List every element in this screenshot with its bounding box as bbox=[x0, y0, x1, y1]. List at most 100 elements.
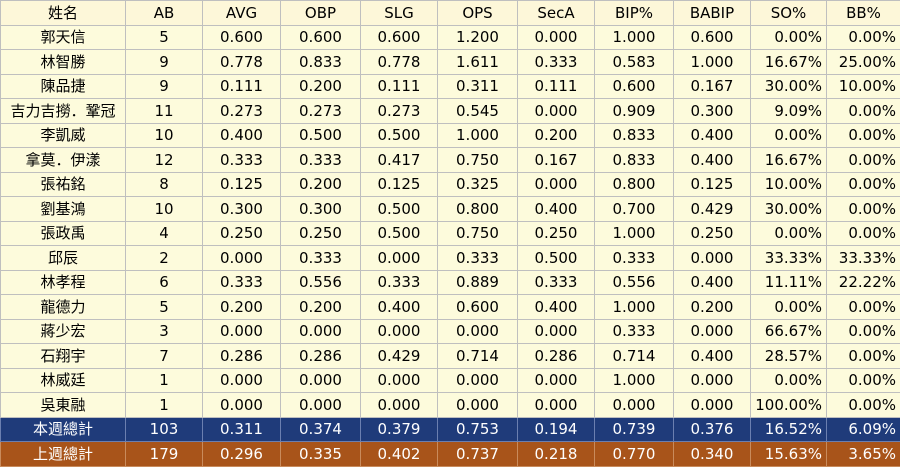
column-header-slg: SLG bbox=[361, 1, 438, 26]
cell-babip: 0.125 bbox=[674, 172, 751, 197]
cell-babip: 0.000 bbox=[674, 246, 751, 271]
cell-slg: 0.333 bbox=[361, 270, 438, 295]
cell-ab: 9 bbox=[126, 74, 203, 99]
cell-bb-pct: 0.00% bbox=[827, 221, 900, 246]
cell-obp: 0.000 bbox=[281, 393, 361, 418]
cell-seca: 0.218 bbox=[518, 442, 595, 467]
cell-player-name: 龍德力 bbox=[1, 295, 126, 320]
cell-slg: 0.500 bbox=[361, 221, 438, 246]
cell-so-pct: 16.67% bbox=[751, 148, 827, 173]
cell-bip-pct: 1.000 bbox=[595, 221, 674, 246]
cell-bb-pct: 0.00% bbox=[827, 148, 900, 173]
cell-ops: 0.000 bbox=[438, 393, 518, 418]
cell-bb-pct: 6.09% bbox=[827, 417, 900, 442]
cell-seca: 0.000 bbox=[518, 393, 595, 418]
cell-ab: 179 bbox=[126, 442, 203, 467]
cell-ops: 0.333 bbox=[438, 246, 518, 271]
cell-obp: 0.000 bbox=[281, 319, 361, 344]
column-header-avg: AVG bbox=[203, 1, 281, 26]
cell-seca: 0.500 bbox=[518, 246, 595, 271]
cell-player-name: 邱辰 bbox=[1, 246, 126, 271]
cell-ops: 1.000 bbox=[438, 123, 518, 148]
cell-ops: 0.800 bbox=[438, 197, 518, 222]
cell-bb-pct: 0.00% bbox=[827, 393, 900, 418]
cell-seca: 0.111 bbox=[518, 74, 595, 99]
cell-seca: 0.194 bbox=[518, 417, 595, 442]
cell-avg: 0.250 bbox=[203, 221, 281, 246]
column-header-bip-pct: BIP% bbox=[595, 1, 674, 26]
column-header-seca: SecA bbox=[518, 1, 595, 26]
cell-player-name: 拿莫．伊漾 bbox=[1, 148, 126, 173]
cell-ab: 3 bbox=[126, 319, 203, 344]
cell-obp: 0.333 bbox=[281, 246, 361, 271]
header-row: 姓名 AB AVG OBP SLG OPS SecA BIP% BABIP SO… bbox=[1, 1, 900, 26]
cell-avg: 0.273 bbox=[203, 99, 281, 124]
cell-so-pct: 0.00% bbox=[751, 368, 827, 393]
cell-avg: 0.333 bbox=[203, 270, 281, 295]
cell-avg: 0.000 bbox=[203, 246, 281, 271]
cell-so-pct: 16.67% bbox=[751, 50, 827, 75]
cell-obp: 0.300 bbox=[281, 197, 361, 222]
cell-player-name: 本週總計 bbox=[1, 417, 126, 442]
cell-ops: 0.889 bbox=[438, 270, 518, 295]
cell-player-name: 蔣少宏 bbox=[1, 319, 126, 344]
column-header-ops: OPS bbox=[438, 1, 518, 26]
cell-ops: 0.737 bbox=[438, 442, 518, 467]
cell-bb-pct: 0.00% bbox=[827, 295, 900, 320]
cell-avg: 0.125 bbox=[203, 172, 281, 197]
cell-player-name: 石翔宇 bbox=[1, 344, 126, 369]
cell-babip: 0.340 bbox=[674, 442, 751, 467]
cell-bip-pct: 0.333 bbox=[595, 246, 674, 271]
cell-obp: 0.833 bbox=[281, 50, 361, 75]
column-header-name: 姓名 bbox=[1, 1, 126, 26]
cell-ops: 0.311 bbox=[438, 74, 518, 99]
cell-obp: 0.273 bbox=[281, 99, 361, 124]
column-header-bb-pct: BB% bbox=[827, 1, 900, 26]
cell-avg: 0.300 bbox=[203, 197, 281, 222]
column-header-so-pct: SO% bbox=[751, 1, 827, 26]
cell-avg: 0.000 bbox=[203, 319, 281, 344]
cell-bip-pct: 0.333 bbox=[595, 319, 674, 344]
cell-avg: 0.400 bbox=[203, 123, 281, 148]
cell-seca: 0.000 bbox=[518, 368, 595, 393]
cell-obp: 0.556 bbox=[281, 270, 361, 295]
cell-babip: 0.376 bbox=[674, 417, 751, 442]
cell-obp: 0.250 bbox=[281, 221, 361, 246]
cell-slg: 0.000 bbox=[361, 319, 438, 344]
cell-bb-pct: 22.22% bbox=[827, 270, 900, 295]
cell-seca: 0.167 bbox=[518, 148, 595, 173]
cell-slg: 0.778 bbox=[361, 50, 438, 75]
cell-babip: 0.000 bbox=[674, 368, 751, 393]
cell-babip: 1.000 bbox=[674, 50, 751, 75]
cell-bb-pct: 0.00% bbox=[827, 344, 900, 369]
cell-bb-pct: 10.00% bbox=[827, 74, 900, 99]
cell-so-pct: 66.67% bbox=[751, 319, 827, 344]
cell-obp: 0.200 bbox=[281, 295, 361, 320]
cell-bip-pct: 0.770 bbox=[595, 442, 674, 467]
cell-babip: 0.400 bbox=[674, 344, 751, 369]
cell-so-pct: 0.00% bbox=[751, 123, 827, 148]
cell-slg: 0.600 bbox=[361, 25, 438, 50]
cell-slg: 0.500 bbox=[361, 123, 438, 148]
cell-obp: 0.200 bbox=[281, 74, 361, 99]
cell-bip-pct: 0.800 bbox=[595, 172, 674, 197]
cell-bb-pct: 0.00% bbox=[827, 99, 900, 124]
cell-bip-pct: 0.583 bbox=[595, 50, 674, 75]
cell-bip-pct: 0.000 bbox=[595, 393, 674, 418]
cell-slg: 0.500 bbox=[361, 197, 438, 222]
cell-ab: 9 bbox=[126, 50, 203, 75]
cell-slg: 0.125 bbox=[361, 172, 438, 197]
cell-ops: 1.200 bbox=[438, 25, 518, 50]
cell-so-pct: 0.00% bbox=[751, 295, 827, 320]
